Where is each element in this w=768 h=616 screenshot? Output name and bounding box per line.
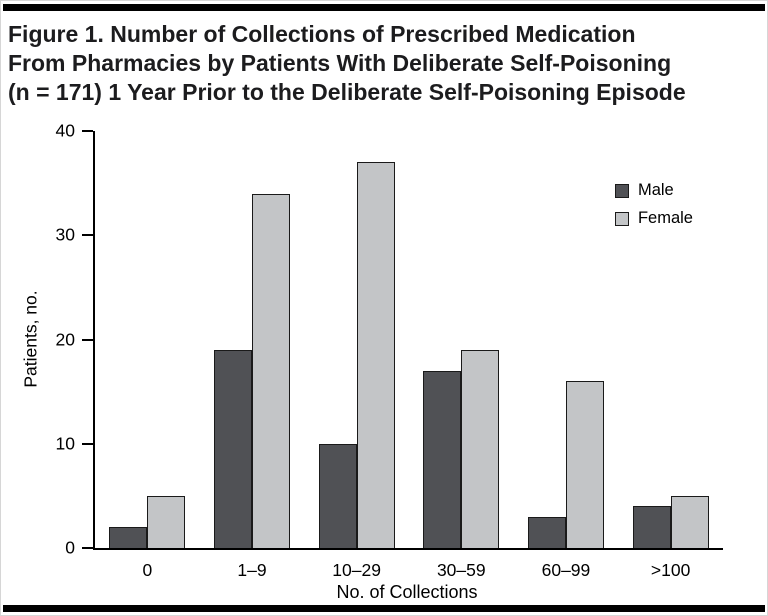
- y-tick-10: 10: [56, 433, 93, 453]
- bar-male-1–9: [213, 349, 252, 548]
- figure-title-line-3: (n = 171) 1 Year Prior to the Deliberate…: [8, 79, 686, 105]
- bar-group-60–99: 60–99: [527, 131, 604, 580]
- x-tick-label-1–9: 1–9: [237, 560, 267, 580]
- legend-label-female: Female: [637, 209, 693, 227]
- x-axis-title: No. of Collections: [336, 582, 478, 602]
- y-tick-label-0: 0: [65, 537, 75, 558]
- figure-title-line-1: Figure 1. Number of Collections of Presc…: [8, 21, 636, 47]
- y-tick-label-20: 20: [55, 329, 75, 349]
- bar-female-10–29: [356, 162, 395, 548]
- y-tick-label-40: 40: [55, 120, 75, 141]
- y-tick-0: 0: [65, 538, 93, 558]
- legend-item-female: Female: [614, 209, 693, 228]
- y-tick-label-10: 10: [55, 433, 75, 454]
- legend: Male Female: [614, 181, 693, 228]
- x-tick-label-60–99: 60–99: [541, 560, 591, 580]
- y-tick-20: 20: [56, 329, 93, 349]
- x-tick-label-10–29: 10–29: [332, 560, 381, 580]
- y-tick-30: 30: [56, 225, 93, 245]
- bar-male->100: [632, 506, 671, 548]
- x-tick-label-0: 0: [142, 560, 153, 580]
- bottom-rule: [3, 605, 765, 612]
- bar-group-30–59: 30–59: [423, 131, 500, 580]
- y-axis-title: Patients, no.: [20, 290, 41, 388]
- bar-group-0: 0: [109, 131, 186, 580]
- x-tick-label->100: >100: [650, 560, 691, 580]
- bar-female-1–9: [251, 193, 290, 548]
- legend-swatch-female: [614, 211, 629, 226]
- figure-title-line-2: From Pharmacies by Patients With Deliber…: [8, 50, 672, 76]
- plot-area: 0 1–9 10–29 30–59 60–99 >100 0 10 20 30 40 Male Fe…: [56, 121, 723, 580]
- top-rule: [3, 4, 765, 11]
- legend-label-male: Male: [637, 181, 674, 199]
- bar-female-0: [147, 495, 186, 548]
- bar-group-10–29: 10–29: [318, 131, 395, 580]
- bar-male-30–59: [423, 370, 462, 548]
- figure-title: Figure 1. Number of Collections of Presc…: [8, 20, 764, 107]
- bar-male-10–29: [318, 443, 357, 548]
- legend-swatch-male: [614, 183, 629, 198]
- y-tick-40: 40: [56, 121, 93, 141]
- bar-groups: 0 1–9 10–29 30–59 60–99 >100: [95, 131, 723, 580]
- bar-female-30–59: [461, 349, 500, 548]
- bar-group-1–9: 1–9: [213, 131, 290, 580]
- legend-item-male: Male: [614, 181, 693, 200]
- bar-female-60–99: [565, 381, 604, 548]
- y-tick-label-30: 30: [55, 224, 75, 245]
- bar-group->100: >100: [632, 131, 709, 580]
- x-tick-label-30–59: 30–59: [436, 560, 486, 580]
- bar-male-60–99: [527, 516, 566, 548]
- bar-female->100: [670, 495, 709, 548]
- bar-male-0: [109, 527, 148, 548]
